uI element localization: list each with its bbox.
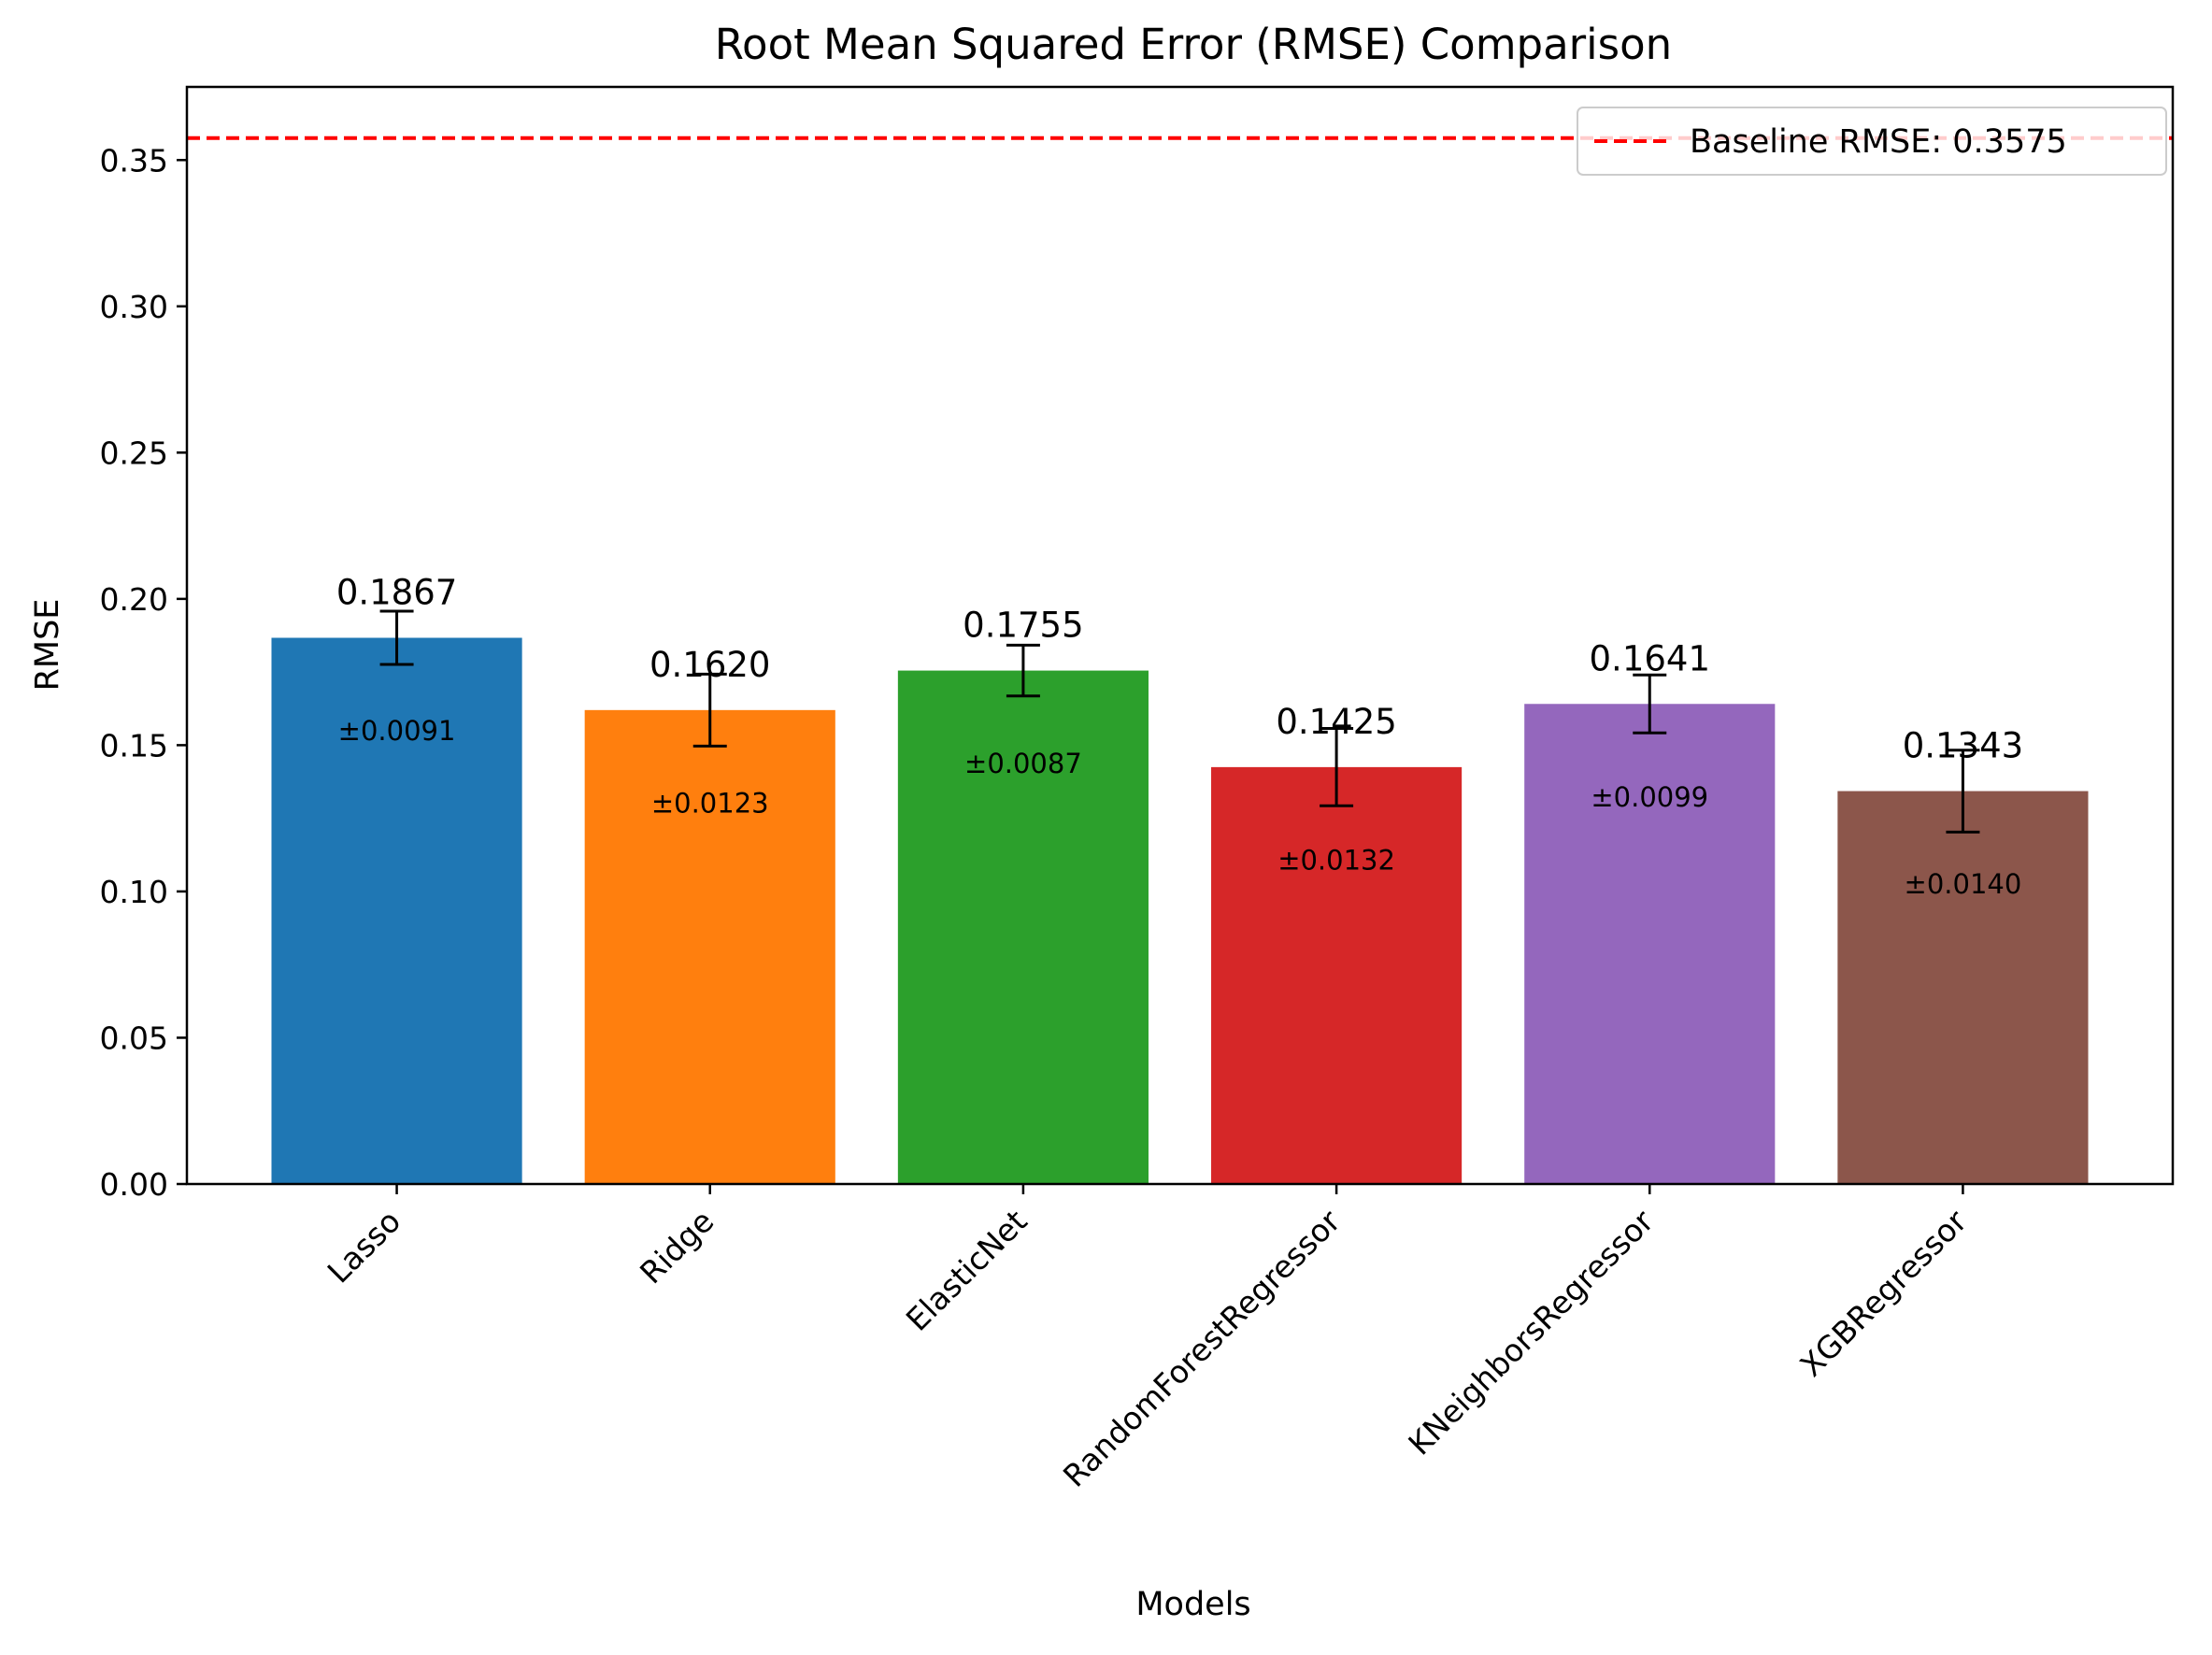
chart-title: Root Mean Squared Error (RMSE) Compariso… (715, 20, 1672, 69)
value-label-ridge: 0.1620 (649, 645, 770, 685)
value-label-randomforestregressor: 0.1425 (1276, 702, 1396, 742)
x-axis-label: Models (1135, 1586, 1250, 1623)
x-tick-label-elasticnet: ElasticNet (899, 1203, 1035, 1338)
bar-elasticnet (897, 670, 1149, 1184)
bar-xgbregressor (1837, 791, 2089, 1184)
x-tick-label-lasso: Lasso (321, 1203, 407, 1290)
y-tick-label: 0.25 (100, 435, 168, 471)
x-tick-label-xgbregressor: XGBRegressor (1792, 1203, 1974, 1384)
value-label-lasso: 0.1867 (336, 573, 457, 613)
y-tick-label: 0.30 (100, 289, 168, 325)
plot-area: 0.1867 ±0.0091 0.1620 ±0.0123 0.1755 ±0.0087 0… (100, 85, 2175, 1494)
plot-frame (185, 85, 2175, 1186)
bar-kneighborsregressor (1524, 704, 1776, 1184)
value-label-kneighborsregressor: 0.1641 (1590, 638, 1710, 678)
y-axis-label: RMSE (29, 599, 66, 692)
error-label-kneighborsregressor: ±0.0099 (1591, 781, 1708, 813)
y-tick-label: 0.00 (100, 1166, 168, 1203)
y-tick-label: 0.35 (100, 142, 168, 178)
x-tick-label-kneighborsregressor: KNeighborsRegressor (1401, 1203, 1661, 1462)
error-label-ridge: ±0.0123 (651, 787, 769, 819)
bar-lasso (271, 637, 522, 1184)
bar-ridge (584, 709, 835, 1184)
error-label-xgbregressor: ±0.0140 (1905, 868, 2022, 900)
error-label-randomforestregressor: ±0.0132 (1277, 844, 1395, 876)
value-label-xgbregressor: 0.1343 (1903, 726, 2023, 766)
value-label-elasticnet: 0.1755 (963, 606, 1083, 646)
y-tick-label: 0.10 (100, 874, 168, 910)
y-tick-label: 0.05 (100, 1020, 168, 1056)
y-tick-label: 0.15 (100, 727, 168, 763)
x-tick-label-ridge: Ridge (633, 1203, 721, 1291)
y-tick-label: 0.20 (100, 581, 168, 618)
error-label-lasso: ±0.0091 (338, 715, 456, 747)
legend-label-baseline: Baseline RMSE: 0.3575 (1690, 123, 2067, 161)
legend-box (1577, 107, 2167, 176)
bar-randomforestregressor (1211, 766, 1463, 1184)
error-label-elasticnet: ±0.0087 (964, 748, 1082, 779)
x-tick-label-randomforestregressor: RandomForestRegressor (1056, 1203, 1348, 1494)
